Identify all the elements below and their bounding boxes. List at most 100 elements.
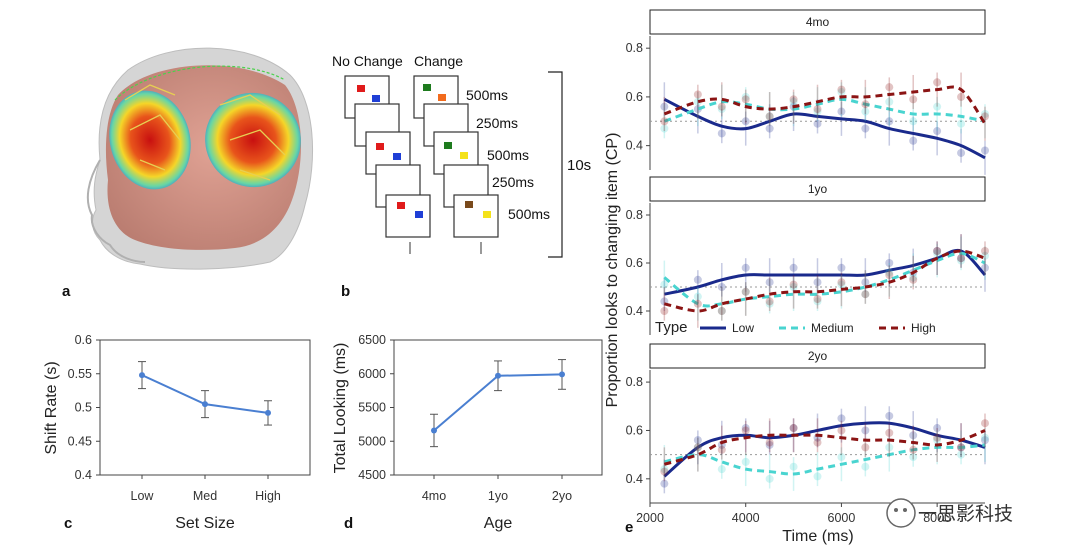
activation-left (109, 90, 191, 190)
stimulus-diagram: No Change Change (332, 53, 591, 300)
yellow-square (460, 152, 468, 159)
y-tick-label: 6000 (358, 367, 386, 381)
data-point (693, 443, 702, 452)
data-point (837, 453, 846, 462)
data-point (957, 148, 966, 157)
facet-4mo: 4mo 0.8 0.6 0.4 (626, 9, 989, 175)
data-point (909, 431, 918, 440)
face-outline (86, 159, 146, 263)
data-point (957, 254, 966, 263)
data-point (559, 371, 565, 378)
x-tick-label: Low (131, 489, 155, 503)
data-point (837, 263, 846, 272)
y-tick-label: 0.6 (626, 256, 643, 270)
series-line-high (664, 249, 986, 313)
data-point (837, 414, 846, 423)
data-point (861, 278, 870, 287)
data-point (765, 278, 774, 287)
panel-label-b: b (341, 283, 350, 300)
data-point (813, 278, 822, 287)
data-point (765, 124, 774, 133)
legend-title: Type (655, 319, 688, 336)
data-point (837, 278, 846, 287)
chart-shift-rate: 0.6 0.55 0.5 0.45 0.4 Low Med High Shift Rate … (43, 333, 311, 532)
data-point (660, 280, 669, 289)
series-line-medium (664, 443, 986, 476)
data-point (741, 287, 750, 296)
timing-1: 500ms (466, 87, 508, 103)
data-point (981, 433, 989, 442)
y-tick-label: 5000 (358, 434, 386, 448)
data-point (885, 97, 894, 106)
data-point (933, 78, 942, 87)
data-point (813, 295, 822, 303)
data-point (861, 290, 870, 299)
no-change-frames (344, 75, 431, 254)
data-point (265, 409, 271, 416)
data-point (813, 105, 822, 114)
data-point (861, 462, 870, 471)
data-point (789, 97, 798, 106)
data-point (693, 275, 702, 284)
stim-frame (453, 194, 499, 238)
chart-proportion-looks: 4mo 0.8 0.6 0.4 1yo 0.8 0.6 0.4 2yo 0.8 0.6 0.4 200… (604, 9, 989, 545)
blue-square (415, 211, 423, 218)
data-point (981, 146, 989, 155)
data-point (660, 465, 669, 474)
timing-2: 250ms (476, 115, 518, 131)
data-point (909, 453, 918, 462)
data-point (885, 428, 894, 437)
y-tick-label: 6500 (358, 333, 386, 347)
data-point (717, 465, 726, 474)
y-axis-title: Total Looking (ms) (332, 343, 349, 474)
data-point (861, 100, 870, 109)
series-line-high (663, 85, 987, 125)
data-point (660, 102, 669, 111)
data-point (837, 107, 846, 116)
blue-square (393, 153, 401, 160)
timing-3: 500ms (487, 147, 529, 163)
data-point (765, 112, 774, 121)
activation-right (205, 92, 301, 188)
y-axis-title: Shift Rate (s) (43, 361, 60, 454)
data-point (765, 299, 774, 308)
data-point (765, 438, 774, 447)
data-point (957, 450, 966, 459)
legend-label-medium: Medium (811, 321, 854, 335)
wechat-icon (886, 498, 916, 528)
data-point (861, 290, 870, 299)
data-point (717, 105, 726, 114)
data-point (933, 102, 942, 111)
orange-square (438, 94, 446, 101)
data-point (693, 443, 702, 452)
facet-title: 1yo (808, 182, 828, 196)
series-line-high (663, 429, 986, 466)
data-point (660, 479, 669, 488)
data-point (909, 445, 918, 454)
chart-total-looking: 6500 6000 5500 5000 4500 4mo 1yo 2yo Total Loo… (332, 333, 603, 532)
x-tick-label: 2000 (636, 511, 664, 525)
data-point (957, 254, 966, 263)
data-point (789, 462, 798, 471)
facet-title: 4mo (806, 15, 830, 29)
data-point (660, 117, 669, 126)
electrode-arc (114, 65, 286, 101)
data-point (765, 297, 774, 306)
data-point (837, 280, 846, 289)
data-point (717, 102, 726, 111)
x-tick-label: 1yo (488, 489, 508, 503)
blue-square (372, 95, 380, 102)
series-line-medium (663, 97, 986, 123)
data-point (981, 436, 989, 445)
facet-1yo: 1yo 0.8 0.6 0.4 (626, 176, 989, 335)
data-point (813, 107, 822, 116)
data-point (957, 92, 966, 101)
data-point (981, 419, 989, 428)
data-point (909, 95, 918, 104)
data-point (981, 247, 989, 255)
brown-square (465, 201, 473, 208)
header-change: Change (414, 53, 463, 69)
data-point (693, 436, 702, 445)
y-tick-label: 0.45 (68, 434, 92, 448)
